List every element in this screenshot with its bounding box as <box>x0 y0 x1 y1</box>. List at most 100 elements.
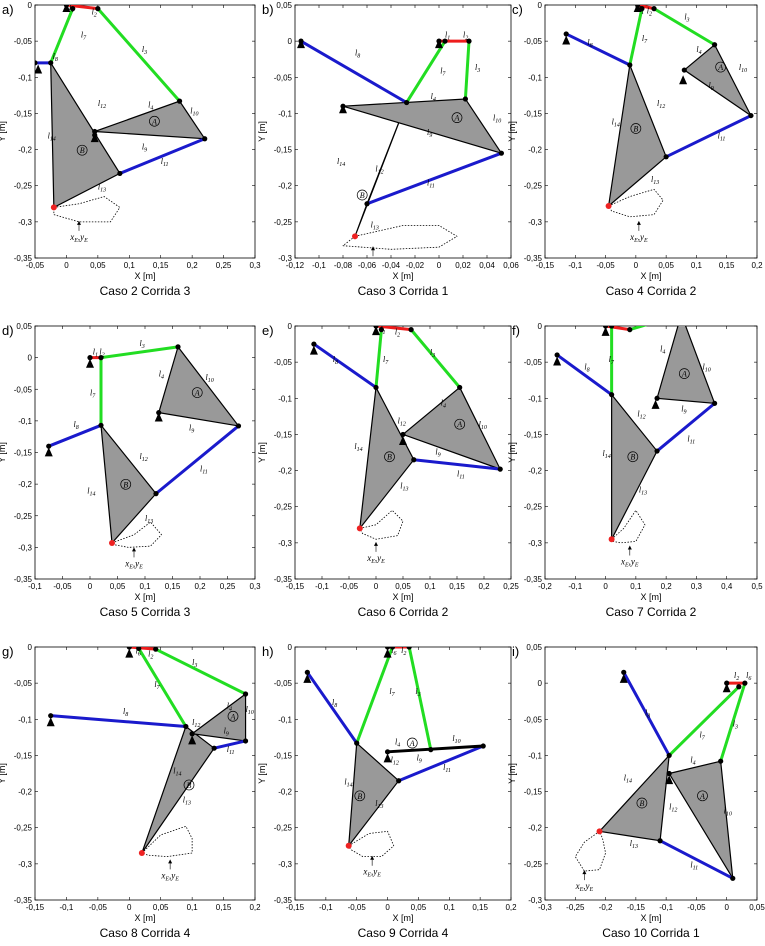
y-tick-label: -0,2 <box>528 467 542 476</box>
ground-support-icon <box>383 753 392 763</box>
axes-frame <box>34 325 256 580</box>
link-label-index: 10 <box>495 119 501 125</box>
link-label-index: 2 <box>403 651 406 657</box>
link-label-index: 7 <box>83 36 87 42</box>
x-tick-label: 0,05 <box>90 261 106 270</box>
y-axis-label: Y [m] <box>0 121 7 142</box>
link-label-index: 7 <box>702 735 706 741</box>
link-label-index: 3 <box>417 692 421 698</box>
link-label: l10 <box>724 806 732 817</box>
y-tick-label: 0,05 <box>526 643 542 652</box>
y-tick-label: -0,35 <box>274 896 293 905</box>
link-label-index: 14 <box>357 446 363 453</box>
x-tick-label: 0,1 <box>124 261 136 270</box>
link-label-index: 11 <box>690 440 696 446</box>
joint <box>95 6 101 12</box>
y-tick-label: -0,15 <box>274 751 293 760</box>
joint <box>428 747 434 753</box>
y-axis-label: Y [m] <box>257 442 267 463</box>
x-tick-label: 0,05 <box>153 903 169 912</box>
y-tick-label: 0 <box>538 679 543 688</box>
body-label-ring <box>120 478 132 490</box>
ground-support-icon <box>86 358 94 368</box>
link-label-index: 7 <box>442 72 446 78</box>
panel-caption: Caso 7 Corrida 2 <box>606 605 697 619</box>
link-4 <box>622 670 671 757</box>
link-label: l4 <box>148 101 153 112</box>
end-effector <box>50 204 57 211</box>
joint <box>354 740 360 746</box>
y-tick-label: -0,35 <box>14 254 33 263</box>
panel-8: h) -0,15 -0,1 -0,05 0 0,05 0,1 0,15 0,2 0 -0,05 -0,… <box>257 643 517 940</box>
joint <box>364 201 370 207</box>
link-label: l12 <box>98 99 106 110</box>
x-tick-label: -0,1 <box>312 261 326 270</box>
link-5 <box>655 401 717 453</box>
joint <box>373 326 379 329</box>
body-label: B <box>357 792 362 801</box>
x-tick-label: 0,25 <box>220 582 236 591</box>
x-tick-label: 0 <box>437 261 442 270</box>
y-tick-label: -0,05 <box>524 358 543 367</box>
joint <box>742 680 748 686</box>
joint <box>189 731 195 737</box>
link-label: l14 <box>48 132 56 143</box>
link-label: l11 <box>161 157 169 168</box>
y-tick-label: -0,1 <box>528 751 542 760</box>
x-tick-label: 0 <box>724 903 729 912</box>
link-5 <box>365 151 503 206</box>
body-label: A <box>230 712 236 721</box>
axes-frame <box>544 646 758 901</box>
joint <box>235 423 242 429</box>
x-tick-label: 0,05 <box>395 582 411 591</box>
link-label-index: 12 <box>400 422 406 428</box>
x-tick-label: 0,2 <box>194 582 206 591</box>
link-label-index: 2 <box>102 352 105 358</box>
link-2 <box>96 7 182 103</box>
panel-letter: g) <box>2 644 14 659</box>
ground-support-icon <box>619 673 628 683</box>
y-tick-label: -0,25 <box>524 503 543 512</box>
link-label: l9 <box>224 727 229 738</box>
y-tick-label: -0,3 <box>528 896 542 905</box>
joint <box>736 684 742 690</box>
ground-support-icon <box>633 5 642 12</box>
ground-support-icon <box>372 326 380 336</box>
link-label-index: 3 <box>734 725 738 731</box>
link-label-index: 2 <box>736 676 739 682</box>
link-label-index: 3 <box>143 50 147 56</box>
link-5 <box>212 739 248 750</box>
link-label-index: 10 <box>192 111 198 117</box>
x-tick-label: -0,05 <box>687 903 706 912</box>
link-label: l11 <box>427 179 435 190</box>
x-tick-label: -0,1 <box>315 582 329 591</box>
link-label: l7 <box>154 680 160 691</box>
link-label: l9 <box>435 448 440 459</box>
joint <box>298 38 304 44</box>
link-label: l9 <box>427 128 432 139</box>
x-axis-label: X [m] <box>640 271 661 281</box>
panel-2: b)-0,12 -0,1 -0,08 -0,06 -0,04 -0,02 0 0,02 0,04… <box>257 1 519 298</box>
effector-coords-label: xE,yE <box>69 232 88 244</box>
body-A <box>683 43 752 117</box>
link-label-index: 9 <box>711 86 714 92</box>
effector-coords-label: xE,yE <box>362 867 381 879</box>
joint <box>730 875 736 881</box>
body-B <box>607 62 667 208</box>
y-tick-label: -0,2 <box>528 824 542 833</box>
y-tick-label: -0,1 <box>18 417 32 426</box>
body-label-ring <box>384 451 395 463</box>
y-tick-label: -0,1 <box>528 73 542 82</box>
end-effector <box>356 525 363 532</box>
link-label: l3 <box>654 312 659 323</box>
x-tick-label: 0,1 <box>139 582 151 591</box>
link-3 <box>405 39 447 105</box>
link-2 <box>407 647 433 752</box>
x-tick-label: 0,2 <box>478 582 490 591</box>
y-tick-label: -0,15 <box>274 146 293 155</box>
joint <box>406 647 412 650</box>
joint <box>311 341 317 347</box>
link-label-index: 8 <box>334 703 337 709</box>
link-label-index: 7 <box>92 394 96 400</box>
